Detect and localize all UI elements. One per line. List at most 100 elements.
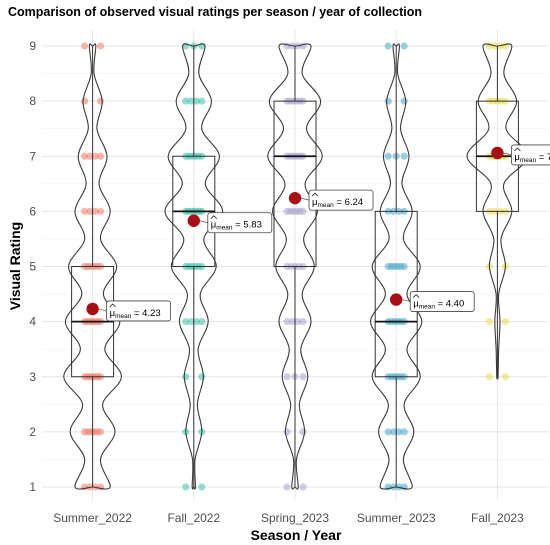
x-tick-label: Fall_2023 <box>471 511 524 525</box>
mean-label-box <box>207 212 273 234</box>
observation-point <box>400 428 408 436</box>
observation-point <box>97 483 105 491</box>
observation-point <box>97 207 105 215</box>
observation-point <box>384 42 392 50</box>
observation-point <box>198 483 206 491</box>
observation-point <box>86 152 94 160</box>
mean-point <box>187 214 200 227</box>
x-tick-label: Fall_2022 <box>167 511 220 525</box>
iqr-box <box>273 100 317 267</box>
observation-point <box>81 97 89 105</box>
x-axis-ticks: Summer_2022 Fall_2022 Spring_2023 Summer_20… <box>53 511 524 525</box>
observation-point <box>400 152 408 160</box>
observation-point <box>485 318 493 326</box>
observation-point <box>389 428 398 436</box>
observation-point <box>283 483 291 491</box>
observation-point <box>283 373 291 381</box>
observation-point <box>400 483 408 491</box>
mean-label: μmean = 4.40 <box>413 299 464 311</box>
mean-label-connector <box>503 152 512 156</box>
observation-point <box>182 483 190 491</box>
observation-point <box>299 428 307 436</box>
y-axis-ticks: 1 2 3 4 5 6 7 8 9 <box>29 39 36 494</box>
observation-point <box>187 97 195 105</box>
observation-point <box>400 97 408 105</box>
mean-label-connector <box>300 197 310 201</box>
chart-title: Comparison of observed visual ratings pe… <box>8 5 422 19</box>
observation-point <box>81 42 89 50</box>
y-tick-label: 1 <box>29 480 36 494</box>
mean-label-connector <box>402 299 411 302</box>
mean-label: μmean = 4.23 <box>110 308 161 320</box>
observation-point <box>97 152 105 160</box>
observation-point <box>501 318 509 326</box>
observation-point <box>288 318 296 326</box>
mean-point <box>288 191 302 205</box>
observation-point <box>400 262 408 271</box>
hat-icon <box>210 215 218 219</box>
observation-point <box>395 428 403 436</box>
observation-point <box>97 428 105 436</box>
hat-icon <box>109 303 116 308</box>
violin-group-spring-2023: μmean = 6.24 <box>267 42 374 491</box>
observation-point <box>400 42 408 50</box>
observation-point <box>97 42 105 50</box>
observation-point <box>86 207 94 215</box>
hat-icon <box>514 147 521 152</box>
observation-point <box>299 42 307 50</box>
observation-point <box>81 207 89 215</box>
mean-point <box>491 146 504 160</box>
mean-label: μmean = 6.24 <box>312 197 363 209</box>
x-axis-title: Season / Year <box>251 527 342 543</box>
y-tick-label: 7 <box>29 149 36 163</box>
observation-point <box>299 483 307 491</box>
observation-point <box>192 97 201 105</box>
observation-point <box>91 207 99 215</box>
x-tick-label: Summer_2023 <box>357 511 436 525</box>
mean-label-connector <box>199 220 208 224</box>
observation-point <box>501 373 509 381</box>
y-tick-label: 6 <box>29 204 36 218</box>
y-tick-label: 2 <box>29 425 36 439</box>
mean-label-box <box>511 144 550 166</box>
observation-point <box>91 152 99 160</box>
x-tick-label: Spring_2023 <box>261 511 329 525</box>
observation-point <box>294 318 302 326</box>
observation-point <box>384 97 392 105</box>
x-tick-label: Summer_2022 <box>53 511 132 525</box>
observation-point <box>299 373 307 381</box>
observation-point <box>384 428 392 436</box>
y-tick-label: 9 <box>29 39 36 53</box>
violin-group-fall-2022: μmean = 5.83 <box>164 42 273 491</box>
y-tick-label: 5 <box>29 260 36 274</box>
observation-point <box>198 97 206 105</box>
observation-point <box>283 428 291 436</box>
y-tick-label: 8 <box>29 94 36 108</box>
mean-label-box <box>409 291 475 312</box>
violin-groups: μmean = 4.23 μmean = 5.83 μmean = 6.24 μmea… <box>63 42 550 491</box>
violin-group-summer-2022: μmean = 4.23 <box>63 42 171 491</box>
y-axis-title: Visual Rating <box>7 222 23 310</box>
observation-point <box>182 97 190 105</box>
observation-point <box>485 373 493 381</box>
y-tick-label: 4 <box>29 315 36 329</box>
observation-point <box>299 318 307 326</box>
violin-group-summer-2023: μmean = 4.40 <box>370 42 475 491</box>
hat-icon <box>412 294 420 298</box>
mean-label-box <box>106 300 171 322</box>
observation-point <box>182 373 190 381</box>
observation-point <box>198 318 206 326</box>
observation-point <box>283 318 291 326</box>
violin-group-fall-2023: μmean = 7.06 <box>466 42 550 381</box>
mean-label: μmean = 7.06 <box>514 152 550 164</box>
observation-point <box>182 318 190 326</box>
observation-point <box>192 318 201 326</box>
observation-point <box>97 97 105 105</box>
mean-label-box <box>308 189 374 211</box>
y-tick-label: 3 <box>29 370 36 384</box>
mean-label: μmean = 5.83 <box>211 220 262 232</box>
mean-point <box>86 302 99 316</box>
mean-label-connector <box>98 308 107 312</box>
observation-point <box>187 318 195 326</box>
